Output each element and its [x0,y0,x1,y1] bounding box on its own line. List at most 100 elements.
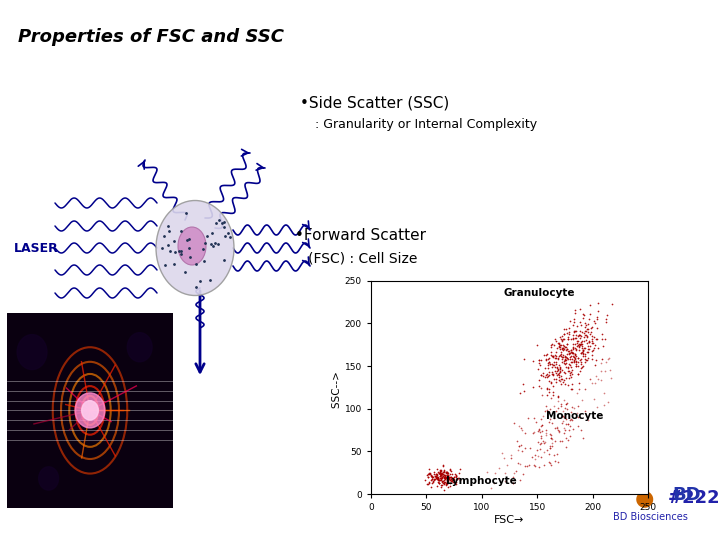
Point [428,471,440,480]
Point [560,374,572,382]
Point [580,358,591,367]
Point [575,360,587,369]
Point [540,370,552,379]
Point [544,360,556,368]
Point [565,335,577,344]
Point [582,328,594,336]
Point [438,474,449,482]
Point [570,361,582,370]
Point [587,379,598,388]
Point [438,470,449,479]
Point [549,351,561,360]
Point [569,315,580,323]
Point [578,311,590,320]
Point [511,437,523,445]
Point [559,356,571,364]
Point [548,374,559,383]
Point [442,475,454,484]
Point [575,358,587,367]
Point [560,415,572,423]
Point [577,348,588,356]
Point [559,380,571,388]
Point [552,355,564,363]
Point [554,364,566,373]
Point [536,438,547,447]
Point [433,479,444,488]
Point [551,353,562,362]
Point [577,336,588,345]
Point [567,335,579,343]
Point [572,339,583,347]
Point [553,373,564,381]
Point [544,368,555,376]
Point [515,388,526,397]
Point [559,356,570,365]
Point [436,468,448,477]
Point [554,367,565,375]
Point [544,376,555,385]
Point [423,469,435,478]
Point [437,471,449,480]
Point [566,370,577,379]
Point [567,320,579,329]
Point [439,474,451,482]
Point [528,455,540,464]
Point [559,426,571,435]
Point [575,348,586,357]
Point [431,482,442,491]
Point [580,319,591,328]
Point [570,354,581,362]
Point [559,343,570,352]
Point [579,352,590,360]
Point [423,478,435,487]
Point [552,458,564,467]
Point [438,475,450,484]
Point [578,332,590,341]
Point [434,474,446,482]
Point [448,473,459,482]
Point [576,344,588,353]
Point [569,349,580,358]
Point [606,300,618,308]
Point [547,352,559,360]
X-axis label: FSC→: FSC→ [494,515,525,525]
Point [582,320,594,328]
Point [568,355,580,364]
Point [554,341,566,350]
Point [561,349,572,358]
Point [434,470,446,478]
Point [568,353,580,362]
Point [426,472,437,481]
Point [436,483,447,491]
Point [516,426,528,435]
Point [567,330,579,339]
Point [575,332,587,341]
Point [436,473,448,482]
Point [554,352,565,360]
Point [560,420,572,429]
Point [441,476,452,484]
Point [560,434,572,442]
Point [435,467,446,475]
Point [578,343,590,352]
Point [562,340,573,348]
Point [583,345,595,354]
Point [565,348,577,356]
Point [431,465,443,474]
Point [584,338,595,346]
Point [534,359,545,368]
Point [556,344,567,353]
Point [582,348,593,356]
Point [561,354,572,363]
Point [426,470,437,479]
Point [564,422,576,431]
Text: : Granularity or Internal Complexity: : Granularity or Internal Complexity [315,118,537,131]
Point [436,469,447,477]
Point [437,477,449,486]
Point [440,480,451,488]
Point [510,467,522,476]
Point [562,404,573,413]
Point [587,347,598,356]
Point [558,376,570,384]
Point [571,326,582,335]
